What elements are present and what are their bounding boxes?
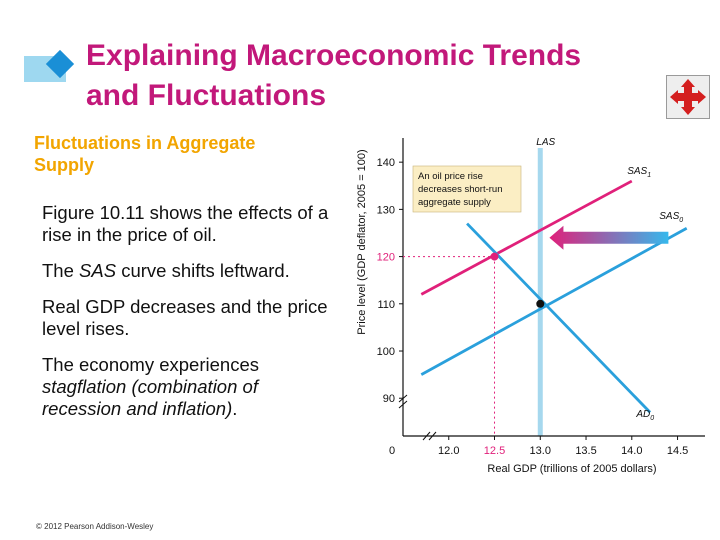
y-tick-label: 120	[377, 252, 395, 264]
y-tick-label: 90	[383, 393, 395, 405]
subtitle-line-2: Supply	[34, 155, 95, 175]
four-way-arrows-icon	[670, 79, 706, 115]
annotation-line: decreases short-run	[418, 184, 502, 195]
x-axis-title: Real GDP (trillions of 2005 dollars)	[487, 463, 656, 475]
curve-label: AD0	[635, 409, 654, 422]
curve-sas0	[420, 227, 688, 376]
bullet-2-pre: The	[42, 260, 80, 281]
x-axis-break	[422, 431, 437, 441]
bullet-4-post: .	[232, 398, 238, 419]
title-line-1: Explaining Macroeconomic Trends	[86, 39, 582, 72]
copyright-text: © 2012 Pearson Addison-Wesley	[36, 522, 154, 531]
equilibrium-point-1	[490, 252, 499, 261]
origin-label: 0	[389, 445, 395, 457]
subtitle-line-1: Fluctuations in Aggregate	[34, 133, 256, 153]
annotation-line: aggregate supply	[418, 197, 491, 208]
bullet-3: Real GDP decreases and the price level r…	[42, 296, 328, 339]
bullet-2: The SAS curve shifts leftward.	[42, 260, 342, 282]
navigation-button[interactable]	[666, 75, 710, 119]
x-tick-label: 14.5	[667, 445, 688, 457]
y-tick-label: 100	[377, 346, 395, 358]
las-label: LAS	[536, 137, 555, 148]
title-line-2: and Fluctuations	[86, 79, 326, 112]
bullet-list: Figure 10.11 shows the effects of a rise…	[42, 202, 342, 434]
section-subtitle: Fluctuations in Aggregate Supply	[34, 132, 344, 176]
annotation-box	[412, 165, 522, 213]
bullet-4-pre: The economy experiences	[42, 354, 259, 375]
curve-label: SAS0	[659, 211, 683, 224]
bullet-2-post: curve shifts leftward.	[116, 260, 290, 281]
bullet-4: The economy experiences stagflation (com…	[42, 354, 342, 420]
y-axis-title: Price level (GDP deflator, 2005 = 100)	[356, 149, 368, 334]
x-tick-label: 13.0	[530, 445, 551, 457]
bullet-4-em: stagflation (combination of recession an…	[42, 376, 258, 419]
x-tick-label: 14.0	[621, 445, 642, 457]
x-tick-label: 13.5	[575, 445, 596, 457]
bullet-2-em: SAS	[79, 260, 117, 281]
y-tick-label: 130	[377, 204, 395, 216]
y-tick-label: 110	[377, 299, 395, 311]
curve-label: SAS1	[627, 166, 651, 179]
equilibrium-point-2	[536, 299, 545, 308]
annotation-line: An oil price rise	[418, 171, 483, 182]
slide-title: Explaining Macroeconomic Trends and Fluc…	[86, 36, 646, 116]
bullet-1: Figure 10.11 shows the effects of a rise…	[42, 202, 329, 245]
x-tick-label: 12.0	[438, 445, 459, 457]
y-tick-label: 140	[377, 157, 395, 169]
shift-arrow	[549, 225, 669, 250]
x-tick-label: 12.5	[484, 445, 505, 457]
curve-sas1	[420, 179, 633, 296]
